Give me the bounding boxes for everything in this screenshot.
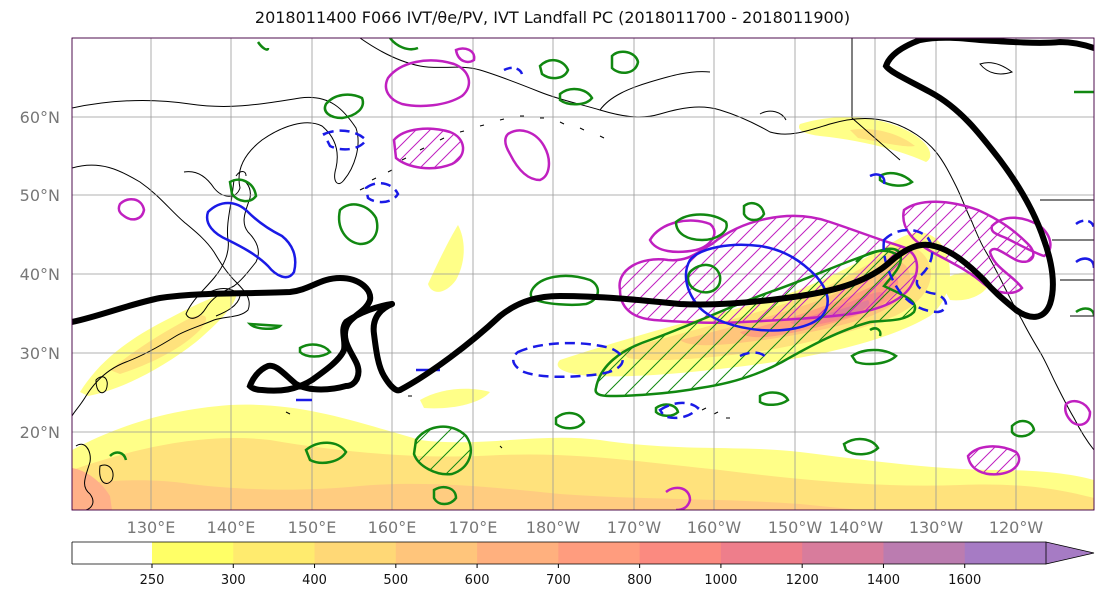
blue-contours [205, 66, 1094, 420]
colorbar-extend-arrow [1045, 541, 1095, 565]
lon-label-170e: 170°E [449, 518, 498, 537]
colorbar-label: 1400 [867, 573, 900, 588]
lon-label-130e: 130°E [127, 518, 176, 537]
colorbar-label: 400 [302, 573, 327, 588]
colorbar-segment [720, 542, 803, 564]
lon-label-150e: 150°E [288, 518, 337, 537]
colorbar-segment [395, 542, 478, 564]
map-frame-inner [71, 37, 1095, 511]
lat-label-60n: 60°N [20, 108, 60, 127]
jet-stream-line-mid [370, 301, 403, 394]
colorbar-label: 1600 [948, 573, 981, 588]
lat-labels: 60°N 50°N 40°N 30°N 20°N [20, 108, 60, 442]
colorbar-segment [883, 542, 966, 564]
lat-label-50n: 50°N [20, 186, 60, 205]
lat-label-20n: 20°N [20, 423, 60, 442]
colorbar-label: 700 [546, 573, 571, 588]
green-contours [109, 38, 1094, 506]
lon-label-170w: 170°W [607, 518, 662, 537]
colorbar-label: 300 [221, 573, 246, 588]
lon-label-160w: 160°W [687, 518, 742, 537]
colorbar-segment-below [72, 542, 152, 564]
lon-label-150w: 150°W [768, 518, 823, 537]
colorbar-label: 1000 [704, 573, 737, 588]
lon-label-130w: 130°W [909, 518, 964, 537]
colorbar-label: 500 [383, 573, 408, 588]
lon-labels: 130°E 140°E 150°E 160°E 170°E 180°W 170°… [127, 518, 1044, 537]
colorbar-label: 800 [627, 573, 652, 588]
lon-label-120w: 120°W [989, 518, 1044, 537]
lat-label-40n: 40°N [20, 265, 60, 284]
colorbar: 250 300 400 500 600 700 800 1000 1200 1400 1600 [71, 541, 1095, 588]
lon-label-140w: 140°W [829, 518, 884, 537]
colorbar-segment [314, 542, 397, 564]
lon-label-180w: 180°W [526, 518, 581, 537]
colorbar-segment [964, 542, 1047, 564]
lon-label-160e: 160°E [368, 518, 417, 537]
lat-label-30n: 30°N [20, 344, 60, 363]
jet-stream-line [72, 38, 1094, 394]
colorbar-label: 250 [140, 573, 165, 588]
colorbar-label: 600 [465, 573, 490, 588]
colorbar-segment [558, 542, 641, 564]
map-title: 2018011400 F066 IVT/θe/PV, IVT Landfall … [254, 8, 851, 27]
colorbar-segment [639, 542, 722, 564]
colorbar-segment [802, 542, 884, 564]
colorbar-segment [477, 542, 559, 564]
lon-label-140e: 140°E [207, 518, 256, 537]
colorbar-segment [152, 542, 234, 564]
colorbar-segment [233, 542, 316, 564]
colorbar-label: 1200 [786, 573, 819, 588]
